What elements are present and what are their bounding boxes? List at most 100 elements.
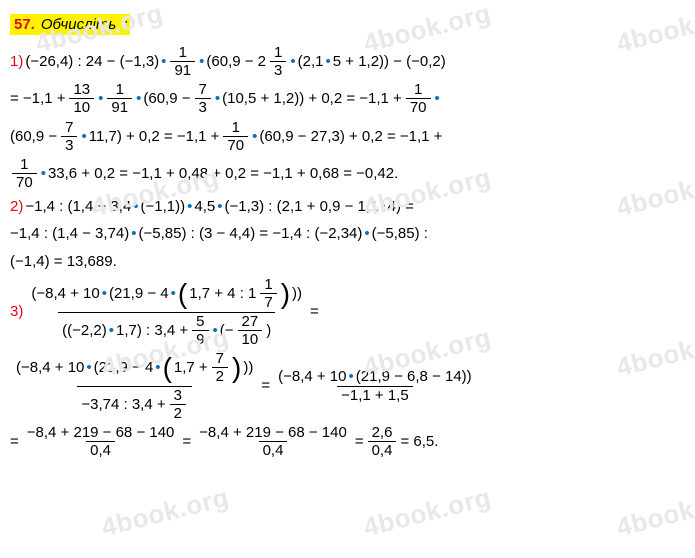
text: (−1,3) : (2,1 + 0,9 − 1,1 xyxy=(225,194,379,220)
dot-icon: • xyxy=(349,368,354,385)
paren-open-icon: ( xyxy=(178,281,187,306)
problem-1-line-4: 170 • 33,6 + 0,2 = −1,1 + 0,48 + 0,2 = −… xyxy=(10,156,685,192)
numerator: 1 xyxy=(260,276,276,293)
fraction: 2710 xyxy=(238,313,263,349)
watermark: 4book.org xyxy=(359,475,496,549)
denominator: 91 xyxy=(170,61,195,79)
dot-icon: • xyxy=(187,194,192,220)
big-fraction: (−8,4 + 10 • (21,9 − 4 • ( 1,7 + 4 : 117… xyxy=(27,276,306,348)
fraction: 32 xyxy=(170,387,186,423)
fraction: 191 xyxy=(107,81,132,117)
text: (−1,4) = 13,689. xyxy=(10,249,117,275)
text: (2,1 xyxy=(298,49,324,75)
problem-2-line-3: (−1,4) = 13,689. xyxy=(10,249,685,275)
dot-icon: • xyxy=(380,194,385,220)
text: 5 + 1,2)) − (−0,2) xyxy=(333,49,446,75)
numerator: 7 xyxy=(212,350,228,367)
title-colon: : xyxy=(122,14,130,35)
text: (−8,4 + 10 xyxy=(31,285,99,302)
fraction: 2,6 0,4 xyxy=(368,424,397,460)
dot-icon: • xyxy=(86,359,91,376)
text: = −1,1 + xyxy=(10,86,65,112)
task-title: 57.Обчисліть: xyxy=(10,12,685,38)
numerator: (−8,4 + 10 • (21,9 − 6,8 − 14)) xyxy=(274,368,476,385)
fraction: −8,4 + 219 − 68 − 140 0,4 xyxy=(195,424,351,460)
fraction: 170 xyxy=(12,156,37,192)
dot-icon: • xyxy=(81,124,86,150)
numerator: (−8,4 + 10 • (21,9 − 4 • ( 1,7 + 4 : 117… xyxy=(27,276,306,312)
numerator: 1 xyxy=(270,44,286,61)
dot-icon: • xyxy=(364,221,369,247)
watermark: 4book.org xyxy=(97,475,234,549)
fraction: 1310 xyxy=(69,81,94,117)
dot-icon: • xyxy=(41,161,46,187)
text: (60,9 − 27,3) + 0,2 = −1,1 + xyxy=(259,124,442,150)
numerator: 7 xyxy=(61,119,77,136)
dot-icon: • xyxy=(252,124,257,150)
equals: = xyxy=(310,299,319,325)
text: (10,5 + 1,2)) + 0,2 = −1,1 + xyxy=(222,86,402,112)
text: 11,7) + 0,2 = −1,1 + xyxy=(89,124,220,150)
paren-open-icon: ( xyxy=(163,355,172,380)
big-fraction: (−8,4 + 10 • (21,9 − 6,8 − 14)) −1,1 + 1… xyxy=(274,368,476,404)
text: ((−2,2) xyxy=(62,322,107,339)
equals: = xyxy=(10,429,19,455)
problem-1-line-1: 1) (−26,4) : 24 − (−1,3) • 1 91 • (60,9 … xyxy=(10,44,685,80)
dot-icon: • xyxy=(102,285,107,302)
denominator: 2 xyxy=(170,404,186,422)
denominator: 70 xyxy=(12,173,37,191)
text: (60,9 − xyxy=(143,86,190,112)
problem-1-line-2: = −1,1 + 1310 • 191 • (60,9 − 73 • (10,5… xyxy=(10,81,685,117)
fraction: 170 xyxy=(223,119,248,155)
denominator: 0,4 xyxy=(259,441,288,459)
dot-icon: • xyxy=(213,322,218,339)
numerator: 1 xyxy=(16,156,32,173)
dot-icon: • xyxy=(199,49,204,75)
dot-icon: • xyxy=(217,194,222,220)
problem-3-line-3: = −8,4 + 219 − 68 − 140 0,4 = −8,4 + 219… xyxy=(10,424,685,460)
text: 1,7 + xyxy=(174,359,208,376)
fraction: 73 xyxy=(195,81,211,117)
dot-icon: • xyxy=(171,285,176,302)
watermark: 4book.org xyxy=(612,475,695,549)
task-number: 57. xyxy=(10,14,39,35)
denominator: 10 xyxy=(69,98,94,116)
result: = 6,5. xyxy=(400,429,438,455)
text: (−26,4) : 24 − (−1,3) xyxy=(25,49,159,75)
text: (60,9 − 2 xyxy=(206,49,266,75)
dot-icon: • xyxy=(155,359,160,376)
dot-icon: • xyxy=(290,49,295,75)
denominator: 3 xyxy=(270,61,286,79)
fraction: 73 xyxy=(61,119,77,155)
text: −3,74 : 3,4 + xyxy=(81,396,165,413)
equals: = xyxy=(355,429,364,455)
denominator: 10 xyxy=(238,330,263,348)
text: 1,7 + 4 : 1 xyxy=(189,285,256,302)
denominator: 70 xyxy=(223,136,248,154)
dot-icon: • xyxy=(215,86,220,112)
problem-2-label: 2) xyxy=(10,194,23,220)
numerator: −8,4 + 219 − 68 − 140 xyxy=(23,424,179,441)
paren-close-icon: ) xyxy=(281,281,290,306)
problem-3-line-2: (−8,4 + 10 • (21,9 − 4 • ( 1,7 + 72 ) ))… xyxy=(10,350,685,422)
dot-icon: • xyxy=(435,86,440,112)
denominator: 70 xyxy=(406,98,431,116)
denominator: 0,4 xyxy=(368,441,397,459)
denominator: 3 xyxy=(61,136,77,154)
paren-close-icon: ) xyxy=(232,355,241,380)
numerator: 5 xyxy=(192,313,208,330)
text: (21,9 − 6,8 − 14)) xyxy=(356,368,472,385)
denominator: −1,1 + 1,5 xyxy=(337,386,413,404)
dot-icon: • xyxy=(109,322,114,339)
fraction: 170 xyxy=(406,81,431,117)
text: (−8,4 + 10 xyxy=(278,368,346,385)
numerator: 1 xyxy=(228,119,244,136)
denominator: 2 xyxy=(212,367,228,385)
denominator: −3,74 : 3,4 + 32 xyxy=(77,386,192,423)
numerator: 13 xyxy=(69,81,94,98)
fraction: 59 xyxy=(192,313,208,349)
numerator: 27 xyxy=(238,313,263,330)
dot-icon: • xyxy=(326,49,331,75)
problem-1-label: 1) xyxy=(10,49,23,75)
text: 4,5 xyxy=(194,194,215,220)
